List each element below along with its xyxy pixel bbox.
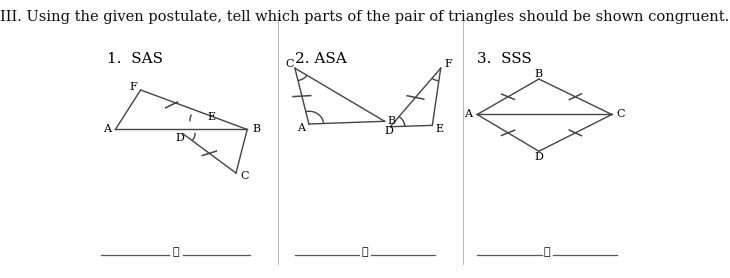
- Text: B: B: [252, 125, 260, 135]
- Text: 1.  SAS: 1. SAS: [107, 52, 163, 66]
- Text: E: E: [436, 124, 444, 134]
- Text: ≅: ≅: [172, 247, 179, 257]
- Text: B: B: [535, 69, 543, 79]
- Text: D: D: [175, 133, 185, 143]
- Text: A: A: [103, 125, 111, 135]
- Text: 2. ASA: 2. ASA: [295, 52, 347, 66]
- Text: D: D: [385, 126, 393, 136]
- Text: F: F: [129, 82, 137, 92]
- Text: C: C: [285, 59, 293, 69]
- Text: D: D: [534, 152, 543, 162]
- Text: C: C: [241, 171, 249, 181]
- Text: ≅: ≅: [361, 247, 369, 257]
- Text: ≅: ≅: [544, 247, 550, 257]
- Text: A: A: [297, 123, 305, 133]
- Text: A: A: [464, 110, 472, 120]
- Text: 3.  SSS: 3. SSS: [477, 52, 532, 66]
- Text: F: F: [444, 59, 452, 69]
- Text: III. Using the given postulate, tell which parts of the pair of triangles should: III. Using the given postulate, tell whi…: [1, 9, 729, 24]
- Text: B: B: [388, 116, 396, 126]
- Text: C: C: [617, 110, 625, 120]
- Text: E: E: [207, 112, 215, 122]
